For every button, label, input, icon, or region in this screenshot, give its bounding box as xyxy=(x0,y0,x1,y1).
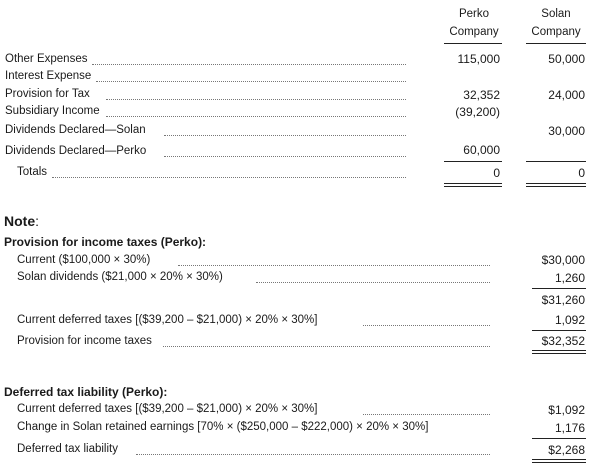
solan-header-line1: Solan xyxy=(541,8,571,20)
deferred-double-rule-1 xyxy=(532,459,586,460)
provision-rule-2 xyxy=(532,330,586,331)
solan-other-expenses: 50,000 xyxy=(548,52,585,66)
leader-dots xyxy=(163,345,490,347)
leader-dots xyxy=(96,80,406,82)
leader-dots xyxy=(256,281,490,283)
solan-header-line2: Company xyxy=(531,26,581,38)
provision-line-current: Current ($100,000 × 30%) xyxy=(17,254,151,266)
deferred-rule xyxy=(532,438,586,439)
provision-value-subtotal: $31,260 xyxy=(541,293,585,307)
perko-dividends-declared-perko: 60,000 xyxy=(463,143,500,157)
perko-provision-for-tax: 32,352 xyxy=(463,88,500,102)
deferred-double-rule-2 xyxy=(532,462,586,463)
leader-dots xyxy=(164,155,406,157)
solan-double-rule-2 xyxy=(526,186,586,187)
section-title-provision: Provision for income taxes (Perko): xyxy=(4,235,207,249)
row-label-interest-expense: Interest Expense xyxy=(5,70,92,82)
provision-value-total: $32,352 xyxy=(541,334,585,348)
perko-double-rule-2 xyxy=(444,186,502,187)
deferred-line-current: Current deferred taxes [($39,200 – $21,0… xyxy=(17,403,318,415)
provision-line-total: Provision for income taxes xyxy=(17,335,152,347)
note-colon: : xyxy=(35,213,40,229)
deferred-value-total: $2,268 xyxy=(548,443,585,457)
perko-subsidiary-income: (39,200) xyxy=(455,105,500,119)
row-label-dividends-declared-perko: Dividends Declared—Perko xyxy=(5,145,147,157)
leader-dots xyxy=(52,176,406,178)
leader-dots xyxy=(92,63,406,65)
perko-header-rule xyxy=(444,43,502,44)
note-title: Note xyxy=(4,213,36,229)
leader-dots xyxy=(136,453,490,455)
provision-value-current: $30,000 xyxy=(541,253,585,267)
leader-dots xyxy=(164,134,406,136)
solan-subtotal-rule xyxy=(526,161,586,162)
row-label-subsidiary-income: Subsidiary Income xyxy=(5,105,100,117)
leader-dots xyxy=(363,324,490,326)
deferred-value-current: $1,092 xyxy=(548,403,585,417)
leader-dots xyxy=(106,115,406,117)
leader-dots xyxy=(106,98,406,100)
perko-subtotal-rule xyxy=(444,161,502,162)
provision-value-deferred: 1,092 xyxy=(554,313,585,327)
perko-header-line1: Perko xyxy=(458,8,490,20)
solan-totals: 0 xyxy=(578,166,585,180)
deferred-line-change: Change in Solan retained earnings [70% ×… xyxy=(17,421,429,433)
provision-line-deferred: Current deferred taxes [($39,200 – $21,0… xyxy=(17,314,318,326)
row-label-totals: Totals xyxy=(17,166,48,178)
provision-line-solan-dividends: Solan dividends ($21,000 × 20% × 30%) xyxy=(17,271,223,283)
perko-other-expenses: 115,000 xyxy=(457,52,501,66)
deferred-value-change: 1,176 xyxy=(554,421,585,435)
solan-double-rule-1 xyxy=(526,183,586,184)
solan-dividends-declared-solan: 30,000 xyxy=(548,124,585,138)
provision-value-solan-dividends: 1,260 xyxy=(554,271,585,285)
leader-dots xyxy=(178,264,490,266)
leader-dots xyxy=(363,413,490,415)
perko-double-rule-1 xyxy=(444,183,502,184)
solan-provision-for-tax: 24,000 xyxy=(548,88,585,102)
provision-double-rule-1 xyxy=(532,350,586,351)
row-label-other-expenses: Other Expenses xyxy=(5,53,88,65)
row-label-provision-for-tax: Provision for Tax xyxy=(5,88,90,100)
provision-double-rule-2 xyxy=(532,353,586,354)
solan-header-rule xyxy=(526,43,586,44)
provision-subtotal-rule xyxy=(532,288,586,289)
note-heading: Note: xyxy=(4,213,39,231)
deferred-line-total: Deferred tax liability xyxy=(17,443,118,455)
row-label-dividends-declared-solan: Dividends Declared—Solan xyxy=(5,124,146,136)
perko-totals: 0 xyxy=(493,166,500,180)
perko-header-line2: Company xyxy=(449,26,499,38)
section-title-deferred: Deferred tax liability (Perko): xyxy=(4,385,168,399)
